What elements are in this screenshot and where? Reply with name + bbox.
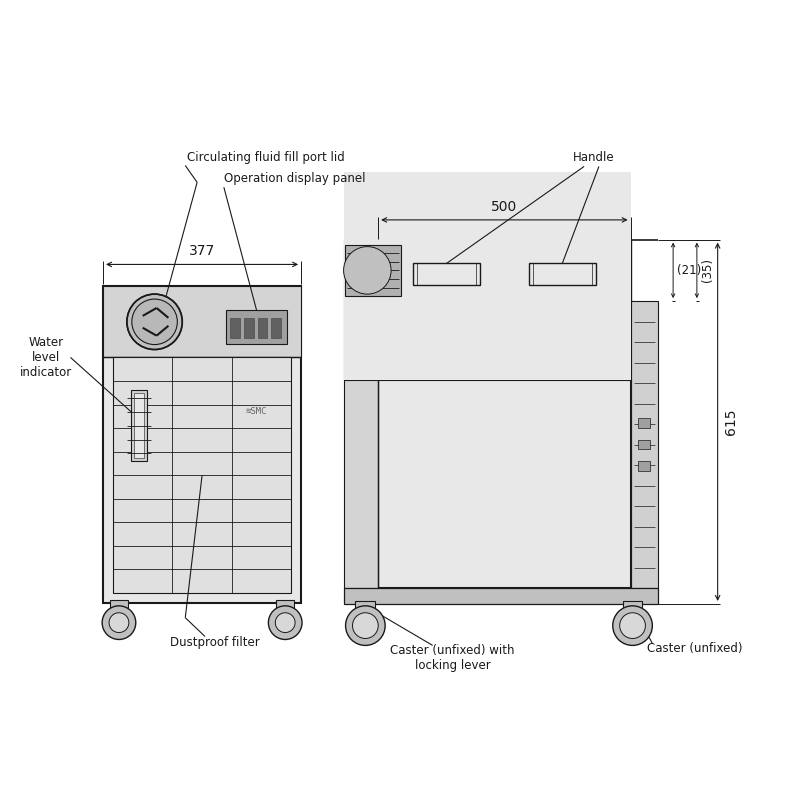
Bar [355, 601, 375, 609]
Bar [343, 240, 378, 301]
Text: Circulating fluid fill port lid: Circulating fluid fill port lid [187, 151, 345, 165]
Bar [413, 263, 480, 286]
Text: 615: 615 [723, 409, 738, 435]
Circle shape [275, 613, 295, 633]
Bar [345, 245, 401, 296]
Circle shape [353, 613, 378, 638]
Circle shape [268, 606, 302, 639]
Bar [638, 418, 650, 428]
Text: (35): (35) [701, 258, 714, 282]
Bar [343, 172, 630, 380]
Bar [271, 318, 282, 338]
Text: Dustproof filter: Dustproof filter [170, 635, 260, 649]
Bar [529, 263, 596, 286]
Bar [638, 462, 650, 471]
Bar [378, 301, 630, 588]
Bar [343, 301, 378, 588]
Circle shape [343, 246, 391, 294]
Bar [113, 358, 291, 593]
Text: Handle: Handle [573, 151, 614, 165]
Bar [343, 588, 658, 604]
Text: 377: 377 [189, 245, 215, 258]
Circle shape [102, 606, 136, 639]
Bar [134, 393, 144, 458]
Bar [276, 600, 294, 608]
Bar [638, 439, 650, 450]
Bar [230, 318, 240, 338]
Bar [378, 240, 630, 301]
Text: Caster (unfixed) with
locking lever: Caster (unfixed) with locking lever [390, 645, 514, 673]
Text: (21): (21) [677, 264, 702, 277]
Circle shape [620, 613, 646, 638]
Circle shape [127, 294, 182, 350]
Bar [110, 600, 128, 608]
Bar [258, 318, 267, 338]
Bar [103, 286, 301, 603]
Bar [622, 601, 642, 609]
Bar [378, 174, 630, 380]
Text: 500: 500 [491, 200, 518, 214]
Bar [226, 310, 287, 343]
Circle shape [346, 606, 385, 646]
Text: ≋SMC: ≋SMC [246, 407, 267, 416]
Bar [131, 390, 146, 462]
Text: Water
level
indicator: Water level indicator [20, 336, 72, 379]
Bar [630, 301, 658, 588]
Bar [103, 286, 301, 358]
Text: Caster (unfixed): Caster (unfixed) [647, 642, 743, 655]
Circle shape [613, 606, 652, 646]
Circle shape [109, 613, 129, 633]
Circle shape [132, 299, 178, 345]
Text: Operation display panel: Operation display panel [224, 172, 366, 186]
Bar [244, 318, 254, 338]
